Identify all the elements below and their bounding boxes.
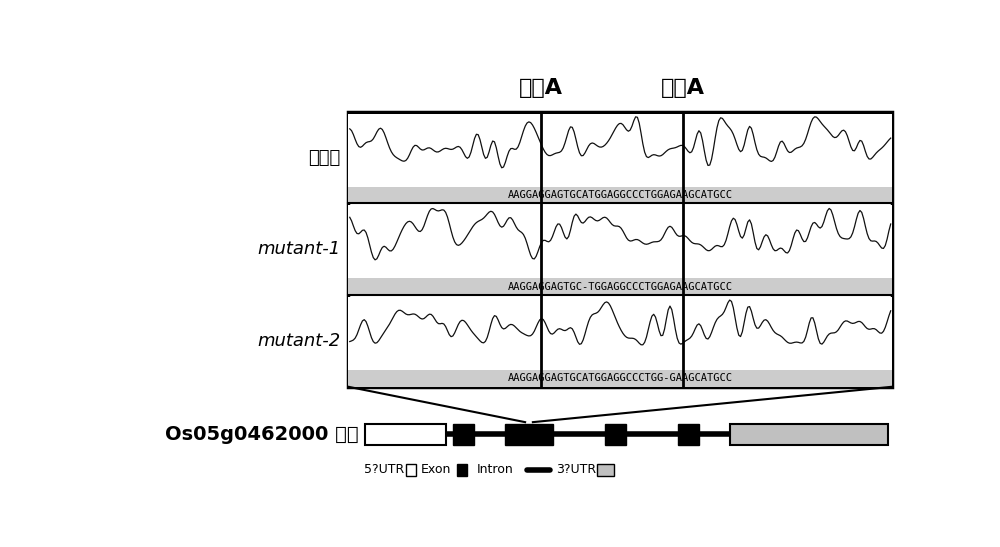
Text: 5?UTR: 5?UTR xyxy=(364,463,404,476)
Bar xyxy=(348,297,892,370)
Bar xyxy=(505,424,553,445)
Text: mutant-1: mutant-1 xyxy=(257,240,340,258)
Bar xyxy=(348,278,892,295)
Text: AAGGAGGAGTGCATGGAGGCCCTGGAGAAGCATGCC: AAGGAGGAGTGCATGGAGGCCCTGGAGAAGCATGCC xyxy=(508,190,733,200)
Text: 缺失A: 缺失A xyxy=(519,78,563,98)
Bar xyxy=(348,370,892,387)
Text: AAGGAGGAGTGCATGGAGGCCCTGG-GAAGCATGCC: AAGGAGGAGTGCATGGAGGCCCTGG-GAAGCATGCC xyxy=(508,373,733,383)
Bar xyxy=(348,112,892,387)
Bar xyxy=(348,114,892,187)
Text: 缺失A: 缺失A xyxy=(661,78,705,98)
Text: Exon: Exon xyxy=(421,463,451,476)
Bar xyxy=(678,424,699,445)
Text: 日本晴: 日本晴 xyxy=(308,149,340,167)
Text: 3?UTR: 3?UTR xyxy=(556,463,596,476)
Bar xyxy=(348,205,892,278)
Bar xyxy=(457,464,467,476)
Text: AAGGAGGAGTGC-TGGAGGCCCTGGAGAAGCATGCC: AAGGAGGAGTGC-TGGAGGCCCTGGAGAAGCATGCC xyxy=(508,282,733,292)
Bar xyxy=(605,424,626,445)
Bar xyxy=(730,424,888,445)
Text: Os05g0462000 基因: Os05g0462000 基因 xyxy=(165,425,359,444)
Bar xyxy=(406,464,416,476)
Bar xyxy=(365,424,446,445)
Bar xyxy=(453,424,474,445)
Bar xyxy=(597,464,614,476)
Text: Intron: Intron xyxy=(477,463,514,476)
Bar xyxy=(348,187,892,203)
Text: mutant-2: mutant-2 xyxy=(257,332,340,350)
